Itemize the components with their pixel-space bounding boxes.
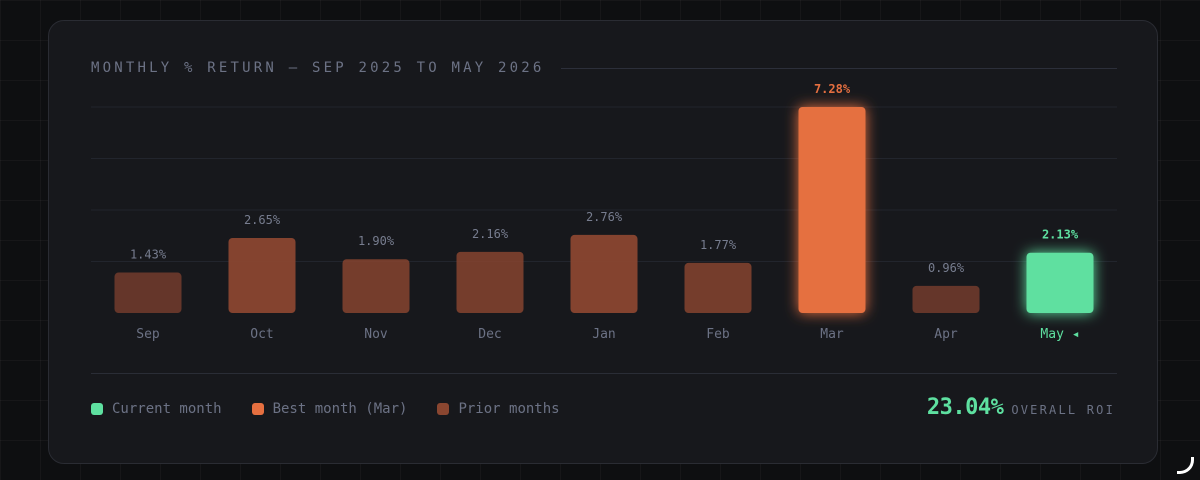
legend-swatch-prior xyxy=(437,403,450,415)
value-label-jan: 2.76% xyxy=(586,210,623,224)
value-label-feb: 1.77% xyxy=(700,238,737,252)
category-label-nov: Nov xyxy=(364,327,388,342)
category-label-sep: Sep xyxy=(136,327,160,342)
value-label-dec: 2.16% xyxy=(472,227,509,241)
value-label-nov: 1.90% xyxy=(358,234,395,248)
category-label-oct: Oct xyxy=(250,327,273,342)
legend: Current month Best month (Mar) Prior mon… xyxy=(91,401,590,417)
legend-swatch-best xyxy=(251,403,264,415)
bar-jan xyxy=(570,234,638,313)
value-label-sep: 1.43% xyxy=(130,248,167,262)
corner-resize-icon xyxy=(1177,457,1194,474)
legend-item-best: Best month (Mar) xyxy=(251,401,408,417)
bar-nov xyxy=(342,259,410,313)
category-label-dec: Dec xyxy=(478,327,501,342)
value-label-oct: 2.65% xyxy=(244,213,281,227)
roi-label: OVERALL ROI xyxy=(1011,403,1115,417)
bar-may xyxy=(1026,252,1094,313)
chart-title: MONTHLY % RETURN — SEP 2025 TO MAY 2026 xyxy=(91,60,545,76)
chart-title-row: MONTHLY % RETURN — SEP 2025 TO MAY 2026 xyxy=(91,59,1117,77)
bar-chart: 1.43% Sep 2.65% Oct 1.90% Nov 2.16% Dec 2.76% Jan… xyxy=(91,82,1117,342)
title-rule xyxy=(560,67,1117,69)
roi-value: 23.04% xyxy=(926,395,1004,420)
bar-feb xyxy=(684,262,752,313)
legend-swatch-current xyxy=(91,403,103,415)
legend-label-best: Best month (Mar) xyxy=(272,401,408,417)
category-label-jan: Jan xyxy=(592,327,615,342)
bar-mar xyxy=(798,107,866,313)
legend-item-current: Current month xyxy=(91,401,222,417)
legend-label-current: Current month xyxy=(112,401,222,417)
legend-item-prior: Prior months xyxy=(437,401,560,417)
bar-oct xyxy=(228,238,296,313)
value-label-apr: 0.96% xyxy=(928,261,965,275)
bar-apr xyxy=(912,285,980,313)
value-label-mar: 7.28% xyxy=(814,82,851,96)
category-label-feb: Feb xyxy=(706,327,730,342)
category-label-may: May ◂ xyxy=(1040,327,1079,342)
bar-sep xyxy=(114,272,182,313)
category-label-apr: Apr xyxy=(934,327,958,342)
legend-divider xyxy=(91,373,1117,374)
category-label-mar: Mar xyxy=(820,327,844,342)
legend-label-prior: Prior months xyxy=(458,401,560,417)
overall-roi: 23.04% OVERALL ROI xyxy=(927,395,1115,420)
bar-dec xyxy=(456,251,524,313)
value-label-may: 2.13% xyxy=(1042,228,1079,242)
chart-card: MONTHLY % RETURN — SEP 2025 TO MAY 2026 … xyxy=(48,20,1158,464)
